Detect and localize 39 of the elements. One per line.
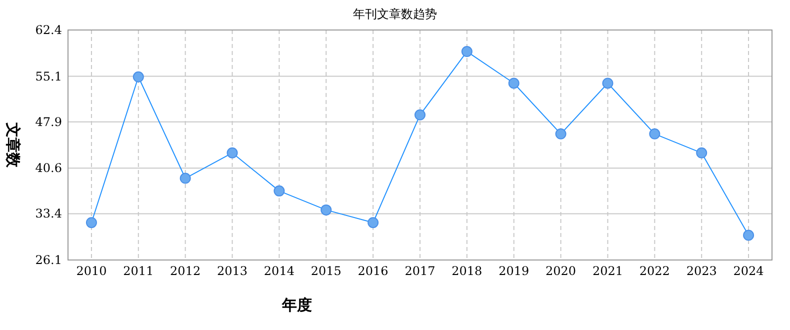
x-tick-label: 2010 [76,264,107,278]
x-tick-label: 2024 [733,264,764,278]
x-tick-label: 2019 [498,264,530,278]
y-tick-label: 26.1 [35,253,62,267]
point [320,204,332,216]
x-tick-label: 2014 [264,264,295,278]
x-tick-label: 2022 [639,264,670,278]
x-tick-label: 2023 [686,264,717,278]
x-tick-label: 2020 [546,264,576,278]
x-tick-label: 2015 [310,264,342,278]
point [414,109,426,120]
y-tick-label: 33.4 [35,206,62,221]
x-tick-label: 2021 [592,264,624,278]
point [226,147,238,158]
point [274,185,285,196]
point [368,217,379,228]
y-tick-label: 62.4 [35,23,62,37]
x-tick-label: 2017 [404,264,436,278]
point [743,230,754,241]
x-tick-label: 2013 [216,264,248,278]
point [86,217,97,228]
x-tick-label: 2012 [170,264,201,278]
y-tick-label: 55.1 [35,69,62,84]
point [180,172,191,184]
point [555,128,566,140]
x-axis-title: 年度 [281,296,312,314]
point [508,78,520,89]
point [461,46,472,58]
x-tick-label: 2018 [452,264,482,278]
x-tick-label: 2011 [123,264,154,278]
point [649,128,660,140]
x-tick-label: 2016 [358,264,388,278]
point [696,147,708,158]
point [602,78,614,89]
chart-title: 年刊文章数趋势 [353,7,437,21]
y-axis-title: 文章数 [4,122,22,168]
y-tick-label: 47.9 [35,114,62,129]
y-tick-label: 40.6 [35,161,62,176]
point [132,71,144,82]
